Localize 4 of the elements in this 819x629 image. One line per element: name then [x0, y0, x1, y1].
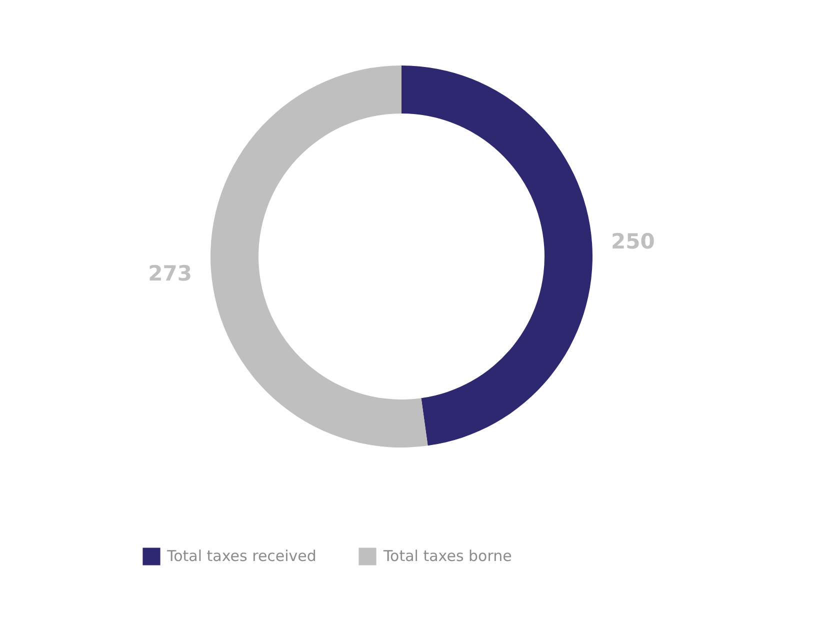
legend-label: Total taxes borne [383, 547, 512, 565]
legend-label: Total taxes received [167, 547, 316, 565]
data-label: 273 [148, 262, 192, 286]
data-label: 250 [611, 229, 655, 254]
